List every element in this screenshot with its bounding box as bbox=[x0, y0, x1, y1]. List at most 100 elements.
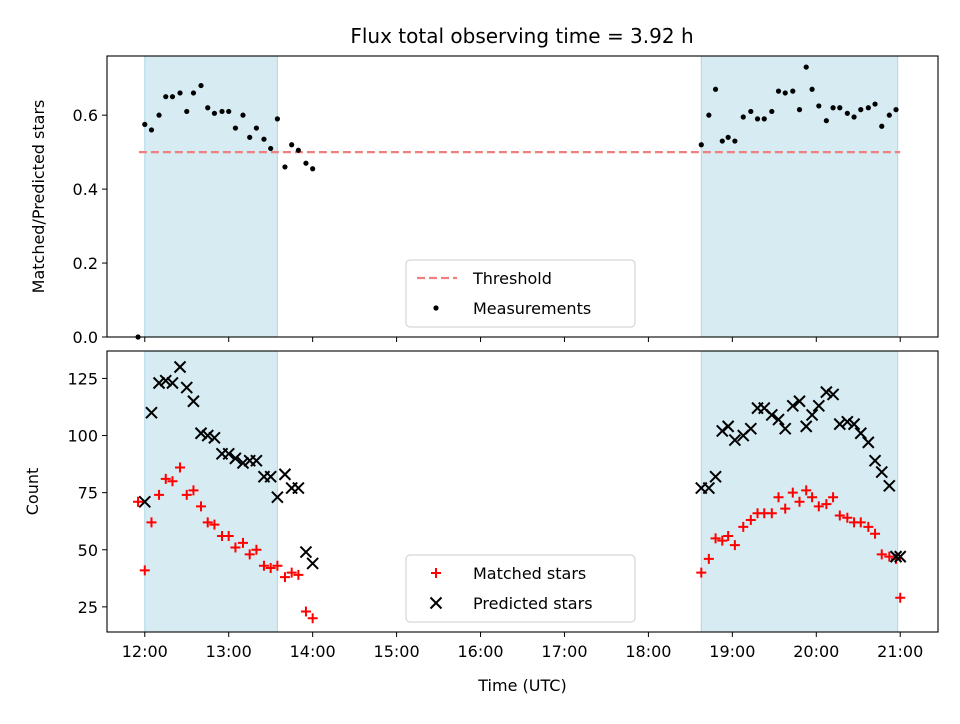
matched-star-point bbox=[223, 531, 234, 542]
predicted-star-point bbox=[721, 420, 735, 433]
matched-star-point bbox=[307, 613, 318, 624]
predicted-star-point bbox=[841, 415, 854, 429]
measurement-point bbox=[823, 118, 829, 124]
matched-star-point bbox=[710, 533, 721, 544]
measurement-point bbox=[211, 110, 218, 116]
matched-star-point bbox=[842, 512, 853, 523]
shaded-band-1 bbox=[700, 350, 899, 633]
predicted-star-point bbox=[883, 479, 896, 492]
measurement-point bbox=[809, 86, 815, 92]
measurement-point bbox=[310, 166, 316, 172]
predicted-star-point bbox=[278, 468, 292, 481]
y-tick-label: 100 bbox=[67, 427, 98, 446]
matched-star-point bbox=[251, 544, 262, 555]
predicted-star-point bbox=[138, 495, 151, 508]
measurement-point bbox=[858, 107, 864, 113]
matched-star-point bbox=[863, 521, 874, 532]
predicted-star-point bbox=[854, 427, 867, 440]
legend: Matched stars Predicted stars bbox=[405, 554, 636, 623]
predicted-star-point bbox=[299, 545, 313, 559]
predicted-star-point bbox=[194, 427, 208, 440]
matched-star-point bbox=[209, 519, 220, 530]
measurement-point bbox=[879, 123, 885, 129]
matched-star-point bbox=[855, 517, 866, 528]
measurement-point bbox=[775, 88, 782, 94]
matched-star-point bbox=[745, 515, 756, 526]
predicted-star-point bbox=[292, 481, 305, 495]
axes-frame bbox=[106, 350, 939, 633]
matched-star-point bbox=[188, 485, 199, 496]
legend-predicted-swatch bbox=[429, 596, 443, 610]
matched-star-point bbox=[244, 549, 255, 560]
predicted-star-point bbox=[702, 481, 716, 495]
matched-star-point bbox=[703, 553, 714, 564]
predicted-star-point bbox=[306, 557, 319, 570]
predicted-star-point bbox=[833, 417, 846, 431]
predicted-star-point bbox=[875, 465, 888, 479]
predicted-star-point bbox=[145, 406, 158, 419]
y-axis-label: Matched/Predicted stars bbox=[29, 100, 48, 294]
matched-star-point bbox=[181, 489, 192, 500]
matched-star-point bbox=[160, 473, 171, 484]
matched-star-point bbox=[807, 492, 818, 503]
measurement-point bbox=[190, 90, 197, 96]
measurement-point bbox=[719, 138, 725, 144]
matched-star-point bbox=[175, 462, 186, 473]
measurement-point bbox=[240, 112, 246, 118]
measurement-point bbox=[748, 108, 754, 115]
legend-label: Threshold bbox=[472, 269, 552, 288]
measurement-point bbox=[698, 142, 704, 148]
predicted-star-point bbox=[793, 395, 806, 408]
y-tick-label: 50 bbox=[78, 541, 98, 560]
y-tick-label: 125 bbox=[67, 369, 98, 388]
measurement-point bbox=[177, 90, 183, 96]
matched-star-point bbox=[696, 567, 707, 578]
measurement-point bbox=[725, 134, 731, 140]
predicted-star-point bbox=[236, 456, 250, 470]
matched-star-point bbox=[139, 565, 150, 576]
matched-star-point bbox=[895, 592, 906, 603]
predicted-star-point bbox=[229, 452, 242, 465]
predicted-star-point bbox=[264, 470, 277, 483]
matched-star-point bbox=[300, 606, 311, 617]
legend-label: Matched stars bbox=[473, 564, 586, 583]
x-tick-label: 21:00 bbox=[877, 642, 923, 661]
legend-matched-swatch bbox=[431, 568, 441, 578]
x-tick-label: 19:00 bbox=[709, 642, 755, 661]
matched-star-point bbox=[167, 476, 178, 487]
legend-box bbox=[405, 259, 636, 328]
measurement-point bbox=[163, 94, 169, 100]
predicted-star-point bbox=[779, 422, 792, 435]
measurement-point bbox=[816, 103, 822, 109]
measurement-point bbox=[796, 107, 803, 113]
measurement-point bbox=[865, 105, 871, 111]
matched-star-point bbox=[780, 503, 791, 514]
matched-star-point bbox=[766, 508, 777, 519]
matched-star-point bbox=[794, 496, 805, 507]
measurement-point bbox=[148, 127, 155, 133]
measurement-point bbox=[782, 90, 788, 96]
measurement-point bbox=[232, 125, 239, 131]
predicted-star-point bbox=[862, 436, 875, 449]
matched-star-point bbox=[828, 492, 839, 503]
x-tick-label: 12:00 bbox=[122, 642, 168, 661]
measurement-point bbox=[205, 105, 211, 111]
matched-star-point bbox=[258, 560, 269, 571]
predicted-star-point bbox=[159, 374, 172, 387]
ratio-panel: 0.0 0.2 0.4 0.6 Matched/Predicted stars Thres… bbox=[29, 55, 939, 347]
y-tick-label: 0.4 bbox=[73, 180, 98, 199]
measurement-point bbox=[803, 64, 809, 70]
measurement-point bbox=[184, 108, 190, 115]
matched-star-point bbox=[813, 501, 824, 512]
measurement-point bbox=[893, 107, 899, 113]
predicted-star-point bbox=[166, 376, 179, 390]
measurement-point bbox=[706, 112, 712, 118]
matched-star-point bbox=[146, 517, 157, 528]
matched-star-point bbox=[723, 531, 734, 542]
matched-star-point bbox=[870, 528, 881, 539]
legend-measurement-swatch bbox=[433, 305, 439, 311]
measurement-point bbox=[851, 114, 857, 120]
matched-star-point bbox=[773, 492, 784, 503]
matched-star-point bbox=[133, 496, 144, 507]
